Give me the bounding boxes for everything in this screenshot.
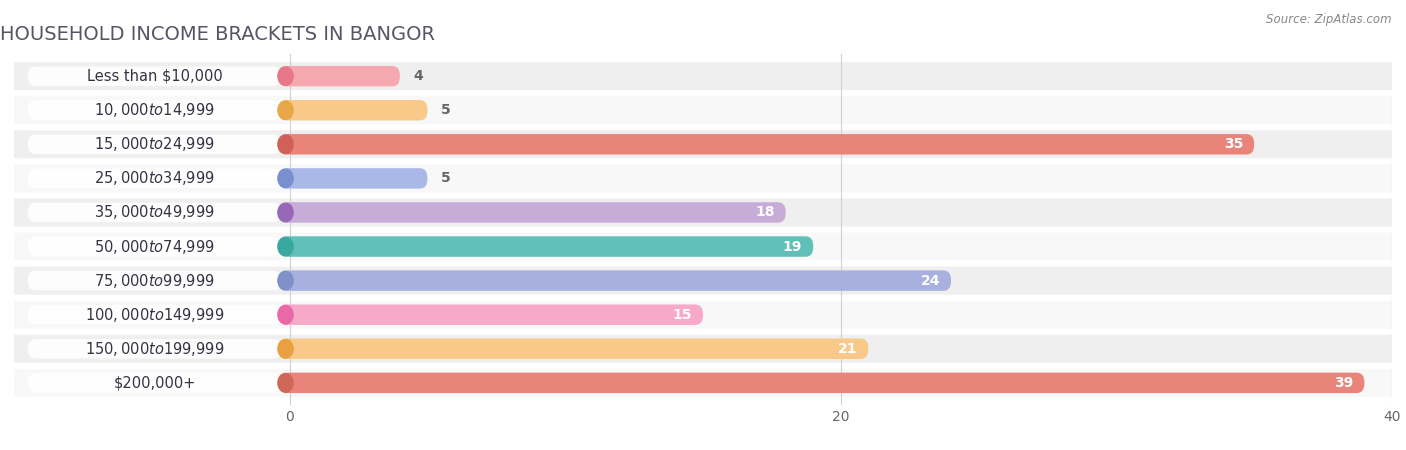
- FancyBboxPatch shape: [28, 339, 281, 359]
- Text: 24: 24: [921, 274, 941, 288]
- Circle shape: [278, 135, 292, 154]
- FancyBboxPatch shape: [0, 95, 1406, 125]
- Text: 5: 5: [441, 103, 451, 117]
- Text: 15: 15: [672, 308, 692, 322]
- Text: $15,000 to $24,999: $15,000 to $24,999: [94, 135, 215, 153]
- FancyBboxPatch shape: [281, 168, 427, 189]
- FancyBboxPatch shape: [28, 169, 281, 188]
- FancyBboxPatch shape: [0, 129, 1406, 159]
- FancyBboxPatch shape: [0, 266, 1406, 296]
- FancyBboxPatch shape: [28, 67, 281, 86]
- Text: $200,000+: $200,000+: [114, 375, 195, 390]
- Circle shape: [278, 271, 292, 290]
- FancyBboxPatch shape: [0, 232, 1406, 261]
- Circle shape: [278, 101, 292, 120]
- Text: 39: 39: [1334, 376, 1354, 390]
- Text: 35: 35: [1223, 137, 1243, 151]
- FancyBboxPatch shape: [28, 203, 281, 222]
- FancyBboxPatch shape: [281, 338, 869, 359]
- FancyBboxPatch shape: [28, 305, 281, 324]
- FancyBboxPatch shape: [281, 202, 786, 223]
- FancyBboxPatch shape: [281, 270, 950, 291]
- Text: $35,000 to $49,999: $35,000 to $49,999: [94, 203, 215, 221]
- FancyBboxPatch shape: [28, 135, 281, 154]
- FancyBboxPatch shape: [281, 305, 703, 325]
- Text: 19: 19: [783, 239, 803, 253]
- FancyBboxPatch shape: [28, 373, 281, 392]
- FancyBboxPatch shape: [28, 237, 281, 256]
- Circle shape: [278, 237, 292, 256]
- FancyBboxPatch shape: [28, 100, 281, 120]
- FancyBboxPatch shape: [0, 198, 1406, 227]
- Circle shape: [278, 339, 292, 358]
- FancyBboxPatch shape: [281, 66, 399, 86]
- Text: 4: 4: [413, 69, 423, 83]
- Text: 5: 5: [441, 171, 451, 185]
- Circle shape: [278, 305, 292, 324]
- FancyBboxPatch shape: [0, 334, 1406, 364]
- FancyBboxPatch shape: [281, 100, 427, 121]
- FancyBboxPatch shape: [281, 236, 813, 257]
- FancyBboxPatch shape: [0, 163, 1406, 194]
- Text: Source: ZipAtlas.com: Source: ZipAtlas.com: [1267, 14, 1392, 27]
- FancyBboxPatch shape: [281, 134, 1254, 154]
- Text: 18: 18: [755, 206, 775, 220]
- FancyBboxPatch shape: [0, 300, 1406, 330]
- Text: $25,000 to $34,999: $25,000 to $34,999: [94, 169, 215, 187]
- FancyBboxPatch shape: [28, 271, 281, 290]
- Text: $100,000 to $149,999: $100,000 to $149,999: [84, 306, 225, 324]
- Circle shape: [278, 374, 292, 392]
- Text: $150,000 to $199,999: $150,000 to $199,999: [84, 340, 225, 358]
- FancyBboxPatch shape: [281, 373, 1364, 393]
- Circle shape: [278, 203, 292, 222]
- Text: $75,000 to $99,999: $75,000 to $99,999: [94, 272, 215, 290]
- Circle shape: [278, 67, 292, 86]
- Text: Less than $10,000: Less than $10,000: [87, 69, 222, 84]
- FancyBboxPatch shape: [0, 368, 1406, 398]
- Text: $50,000 to $74,999: $50,000 to $74,999: [94, 238, 215, 256]
- Text: $10,000 to $14,999: $10,000 to $14,999: [94, 101, 215, 119]
- FancyBboxPatch shape: [0, 61, 1406, 91]
- Text: HOUSEHOLD INCOME BRACKETS IN BANGOR: HOUSEHOLD INCOME BRACKETS IN BANGOR: [0, 25, 436, 44]
- Circle shape: [278, 169, 292, 188]
- Text: 21: 21: [838, 342, 858, 356]
